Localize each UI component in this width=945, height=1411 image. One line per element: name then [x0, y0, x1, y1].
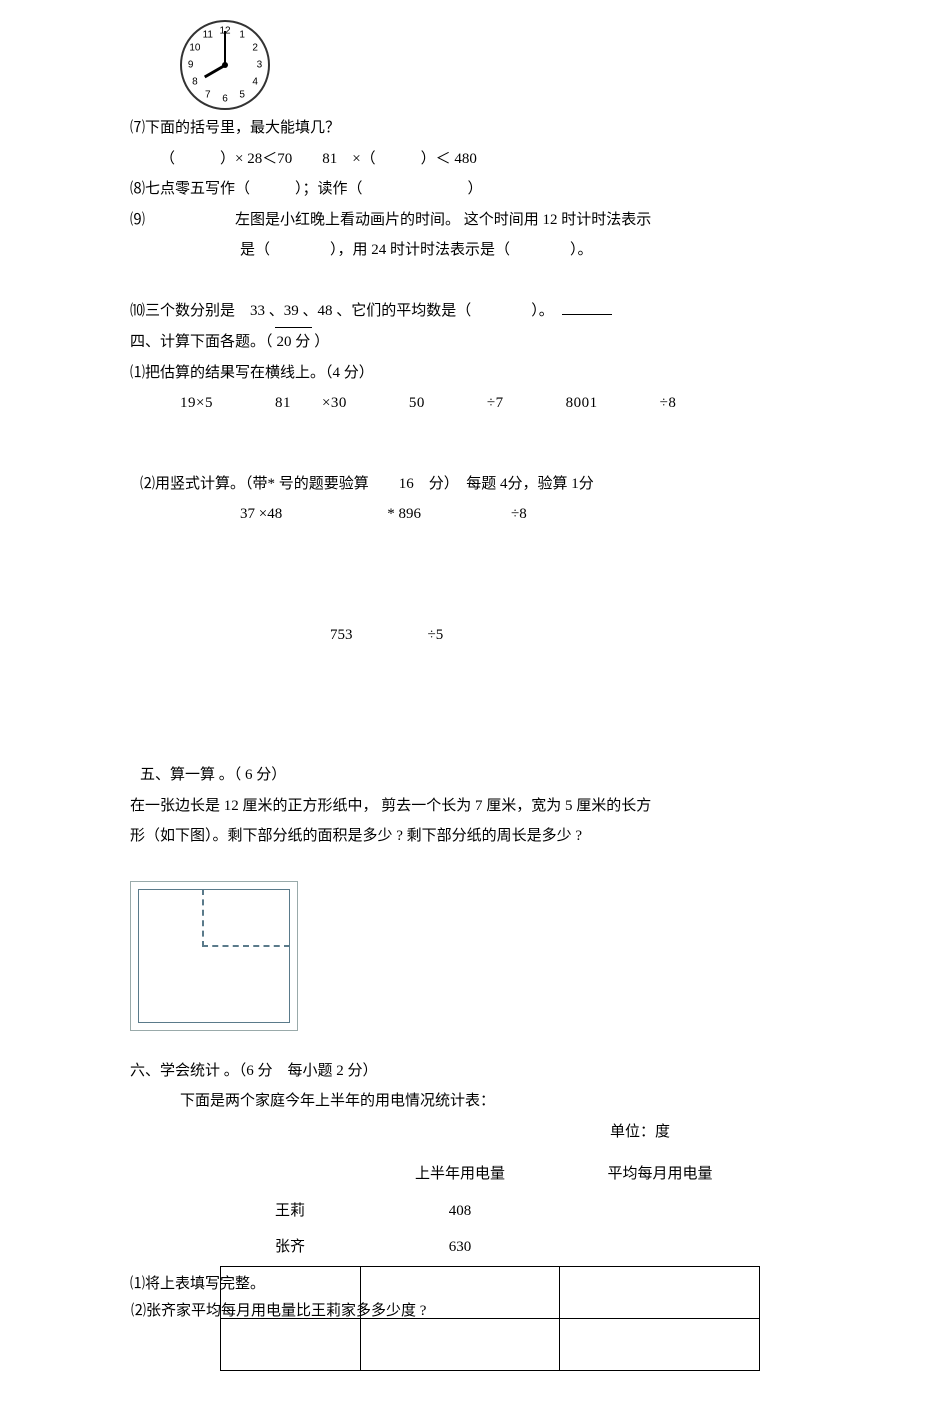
clock-figure: 12 1 2 3 4 5 6 7 8 9 10 11	[180, 20, 815, 110]
section-6-q1: ⑴将上表填写完整。	[130, 1270, 265, 1299]
clock-num-9: 9	[188, 56, 194, 75]
clock-num-6: 6	[222, 90, 228, 109]
cut-figure-outer-square	[138, 889, 290, 1023]
section-4-p2-row2: 753 ÷5	[130, 621, 815, 650]
section-4-title-b: 20 分	[275, 327, 313, 357]
table-cell	[360, 1318, 560, 1370]
table-cell: ⑵张齐家平均每月用电量比王莉家多多少度 ?	[221, 1318, 361, 1370]
stats-row1-val: 408	[360, 1193, 560, 1230]
section-5-body2: 形（如下图）。剩下部分纸的面积是多少 ? 剩下部分纸的周长是多少 ?	[130, 822, 815, 851]
question-10-text: ⑽三个数分别是 33 、39 、48 、它们的平均数是（ ）。	[130, 303, 554, 319]
stats-table: ⑴将上表填写完整。 ⑵张齐家平均每月用电量比王莉家多多少度 ?	[220, 1266, 760, 1371]
cut-figure	[130, 881, 298, 1031]
section-5-body1: 在一张边长是 12 厘米的正方形纸中， 剪去一个长为 7 厘米，宽为 5 厘米的…	[130, 792, 815, 821]
section-4-title-a: 四、计算下面各题。（	[130, 334, 273, 350]
stats-row-1: 王莉 408	[130, 1193, 815, 1230]
clock-num-1: 1	[239, 25, 245, 44]
table-row: ⑵张齐家平均每月用电量比王莉家多多少度 ?	[221, 1318, 760, 1370]
table-cell	[560, 1318, 760, 1370]
section-6-intro: 下面是两个家庭今年上半年的用电情况统计表：	[130, 1087, 815, 1116]
page-content: 12 1 2 3 4 5 6 7 8 9 10 11 ⑺下面的括号里，最大能填几…	[0, 0, 945, 1411]
stats-header-c3: 平均每月用电量	[560, 1156, 760, 1193]
stats-row-2: 张齐 630	[130, 1229, 815, 1266]
blank-line	[562, 300, 612, 315]
section-4-p2-row1: 37 ×48 * 896 ÷8	[130, 500, 815, 529]
stats-row2-val: 630	[360, 1229, 560, 1266]
clock-num-8: 8	[192, 73, 198, 92]
question-10: ⑽三个数分别是 33 、39 、48 、它们的平均数是（ ）。	[130, 297, 815, 326]
stats-row1-blank	[560, 1193, 760, 1230]
section-6-q2: ⑵张齐家平均每月用电量比王莉家多多少度 ?	[131, 1297, 426, 1326]
stats-row2-blank	[560, 1229, 760, 1266]
stats-header-row: 上半年用电量 平均每月用电量	[130, 1156, 815, 1193]
clock-num-3: 3	[257, 56, 263, 75]
clock-minute-hand	[224, 31, 226, 65]
question-7-label: ⑺下面的括号里，最大能填几？	[130, 114, 815, 143]
clock-num-5: 5	[239, 86, 245, 105]
clock-num-7: 7	[205, 86, 211, 105]
section-4-p2-label: ⑵用竖式计算。（带* 号的题要验算 16 分） 每题 4分，验算 1分	[130, 470, 815, 499]
section-4-p1-label: ⑴把估算的结果写在横线上。（4 分）	[130, 359, 815, 388]
stats-row2-name: 张齐	[220, 1229, 360, 1266]
question-8: ⑻七点零五写作（ ）；读作（ ）	[130, 175, 815, 204]
question-7-expr: （ ）× 28＜70 81 ×（ ）＜ 480	[130, 145, 815, 174]
stats-header-empty	[220, 1156, 360, 1193]
table-cell	[560, 1266, 760, 1318]
section-6-title: 六、学会统计 。（6 分 每小题 2 分）	[130, 1057, 815, 1086]
clock-pivot	[222, 62, 228, 68]
stats-row1-name: 王莉	[220, 1193, 360, 1230]
question-9-line1: ⑼ 左图是小红晚上看动画片的时间。 这个时间用 12 时计时法表示	[130, 206, 815, 235]
cut-figure-cut-rect	[202, 889, 290, 947]
section-6-unit: 单位：度	[130, 1118, 815, 1147]
section-4-p1-row: 19×5 81 ×30 50 ÷7 8001 ÷8	[130, 389, 815, 418]
analog-clock: 12 1 2 3 4 5 6 7 8 9 10 11	[180, 20, 270, 110]
section-4-title: 四、计算下面各题。（20 分）	[130, 327, 815, 357]
stats-header-c2: 上半年用电量	[360, 1156, 560, 1193]
clock-num-2: 2	[252, 38, 258, 57]
clock-num-11: 11	[203, 25, 213, 44]
clock-num-4: 4	[252, 73, 258, 92]
stats-grid-overlay: ⑴将上表填写完整。 ⑵张齐家平均每月用电量比王莉家多多少度 ?	[220, 1266, 760, 1371]
section-4-title-c: ）	[314, 334, 329, 350]
section-5-title: 五、算一算 。（ 6 分）	[130, 761, 815, 790]
question-9-line2: 是（ ），用 24 时计时法表示是（ ）。	[130, 236, 815, 265]
clock-num-10: 10	[189, 38, 200, 57]
